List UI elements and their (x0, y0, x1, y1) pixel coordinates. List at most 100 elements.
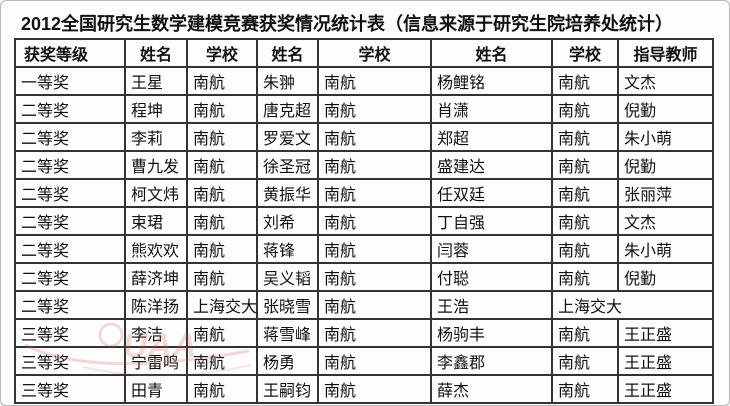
member3-school-cell: 南航 (551, 374, 619, 404)
header-member1-school: 学校 (186, 38, 258, 68)
advisor-cell: 文杰 (617, 206, 714, 236)
member1-school-cell: 南航 (186, 374, 258, 404)
award-cell: 三等奖 (14, 374, 126, 404)
member1-school-cell: 南航 (186, 234, 258, 264)
member3-school-cell: 南航 (551, 318, 619, 348)
award-cell: 三等奖 (14, 346, 126, 376)
member3-name-cell: 王浩 (430, 290, 553, 320)
member2-school-cell: 南航 (317, 262, 432, 292)
award-cell: 三等奖 (14, 318, 126, 348)
member2-name-cell: 张晓雪 (256, 290, 319, 320)
member2-name-cell: 蒋锋 (256, 234, 319, 264)
member1-name-cell: 田青 (124, 374, 188, 404)
table-row: 二等奖 李莉 南航 罗爱文 南航 郑超 南航 朱小萌 (14, 122, 714, 152)
award-cell: 二等奖 (14, 206, 126, 236)
member1-name-cell: 陈洋扬 (124, 290, 188, 320)
member2-name-cell: 吴义韬 (256, 262, 319, 292)
table-row: 一等奖 王星 南航 朱翀 南航 杨鲤铭 南航 文杰 (14, 66, 714, 96)
member1-name-cell: 宁雷鸣 (124, 346, 188, 376)
member2-name-cell: 朱翀 (256, 66, 319, 96)
member2-school-cell: 南航 (317, 206, 432, 236)
advisor-cell: 倪勤 (617, 94, 714, 124)
header-member3-school: 学校 (551, 38, 619, 68)
member3-school-cell: 南航 (551, 234, 619, 264)
advisor-cell: 王正盛 (617, 374, 714, 404)
member3-name-cell: 丁自强 (430, 206, 553, 236)
member2-name-cell: 罗爱文 (256, 122, 319, 152)
advisor-cell: 张丽萍 (617, 178, 714, 208)
member1-name-cell: 李洁 (124, 318, 188, 348)
advisor-cell: 文杰 (617, 66, 714, 96)
member2-school-cell: 南航 (317, 374, 432, 404)
member3-name-cell: 杨鲤铭 (430, 66, 553, 96)
award-cell: 二等奖 (14, 178, 126, 208)
award-cell: 二等奖 (14, 234, 126, 264)
member2-school-cell: 南航 (317, 290, 432, 320)
table-row: 三等奖 田青 南航 王嗣钧 南航 薛杰 南航 王正盛 (14, 374, 714, 404)
member1-school-cell: 南航 (186, 122, 258, 152)
member2-name-cell: 刘希 (256, 206, 319, 236)
member3-school-cell: 南航 (551, 150, 619, 180)
member1-school-cell: 南航 (186, 94, 258, 124)
member3-school-cell: 南航 (551, 66, 619, 96)
member1-name-cell: 束珺 (124, 206, 188, 236)
member3-school-cell: 上海交大 (551, 290, 714, 320)
award-cell: 二等奖 (14, 122, 126, 152)
header-member3-name: 姓名 (430, 38, 553, 68)
member3-name-cell: 薛杰 (430, 374, 553, 404)
member2-school-cell: 南航 (317, 346, 432, 376)
advisor-cell: 倪勤 (617, 262, 714, 292)
table-row: 二等奖 曹九发 南航 徐圣冠 南航 盛建达 南航 倪勤 (14, 150, 714, 180)
member2-school-cell: 南航 (317, 150, 432, 180)
header-row: 获奖等级 姓名 学校 姓名 学校 姓名 学校 指导教师 (14, 38, 714, 68)
award-cell: 一等奖 (14, 66, 126, 96)
member3-name-cell: 闫蓉 (430, 234, 553, 264)
member1-name-cell: 王星 (124, 66, 188, 96)
member2-name-cell: 徐圣冠 (256, 150, 319, 180)
table-row: 二等奖 陈洋扬 上海交大 张晓雪 南航 王浩 上海交大 (14, 290, 714, 320)
table-row: 二等奖 程坤 南航 唐克超 南航 肖潇 南航 倪勤 (14, 94, 714, 124)
table-row: 三等奖 宁雷鸣 南航 杨勇 南航 李鑫郡 南航 王正盛 (14, 346, 714, 376)
award-cell: 二等奖 (14, 262, 126, 292)
member3-name-cell: 郑超 (430, 122, 553, 152)
header-member2-name: 姓名 (256, 38, 319, 68)
member2-school-cell: 南航 (317, 178, 432, 208)
table-row: 二等奖 熊欢欢 南航 蒋锋 南航 闫蓉 南航 朱小萌 (14, 234, 714, 264)
award-cell: 二等奖 (14, 94, 126, 124)
table-row: 二等奖 薛济坤 南航 吴义韬 南航 付聪 南航 倪勤 (14, 262, 714, 292)
member1-school-cell: 南航 (186, 346, 258, 376)
member1-school-cell: 上海交大 (186, 290, 258, 320)
member3-name-cell: 任双廷 (430, 178, 553, 208)
member2-school-cell: 南航 (317, 94, 432, 124)
member1-school-cell: 南航 (186, 178, 258, 208)
member3-name-cell: 付聪 (430, 262, 553, 292)
member1-name-cell: 熊欢欢 (124, 234, 188, 264)
header-award-level: 获奖等级 (14, 38, 126, 68)
member2-name-cell: 蒋雪峰 (256, 318, 319, 348)
member1-name-cell: 薛济坤 (124, 262, 188, 292)
awards-table: 获奖等级 姓名 学校 姓名 学校 姓名 学校 指导教师 一等奖 王星 南航 朱翀 南航杨… (14, 38, 714, 404)
member3-name-cell: 杨驹丰 (430, 318, 553, 348)
advisor-cell: 倪勤 (617, 150, 714, 180)
member1-school-cell: 南航 (186, 150, 258, 180)
member1-school-cell: 南航 (186, 206, 258, 236)
table-row: 三等奖 李洁 南航 蒋雪峰 南航 杨驹丰 南航 王正盛 (14, 318, 714, 348)
member2-school-cell: 南航 (317, 318, 432, 348)
member1-name-cell: 程坤 (124, 94, 188, 124)
awards-table-body: 一等奖 王星 南航 朱翀 南航 杨鲤铭 南航 文杰 二等奖 程坤 南航 唐克超 南航 肖潇 南航 倪勤 二等奖李… (14, 66, 714, 404)
member1-name-cell: 柯文炜 (124, 178, 188, 208)
advisor-cell: 朱小萌 (617, 234, 714, 264)
member3-name-cell: 盛建达 (430, 150, 553, 180)
header-member2-school: 学校 (317, 38, 432, 68)
member1-school-cell: 南航 (186, 318, 258, 348)
advisor-cell: 王正盛 (617, 318, 714, 348)
page-title: 2012全国研究生数学建模竞赛获奖情况统计表（信息来源于研究生院培养处统计） (21, 14, 674, 34)
member1-school-cell: 南航 (186, 66, 258, 96)
advisor-cell: 王正盛 (617, 346, 714, 376)
member1-school-cell: 南航 (186, 262, 258, 292)
advisor-cell: 朱小萌 (617, 122, 714, 152)
member3-school-cell: 南航 (551, 262, 619, 292)
member3-school-cell: 南航 (551, 122, 619, 152)
member2-school-cell: 南航 (317, 122, 432, 152)
